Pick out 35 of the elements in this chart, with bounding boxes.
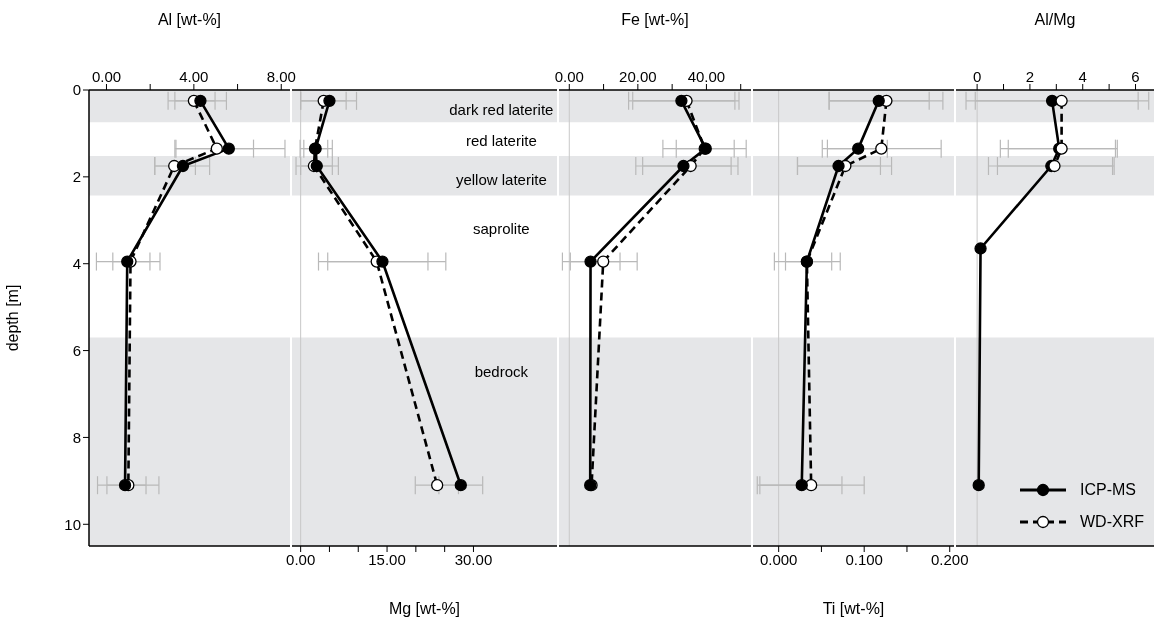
x-tick-label: 4.00 [179, 68, 209, 85]
band-label: bedrock [474, 362, 529, 380]
x-tick-label: 0.00 [91, 68, 122, 85]
x-tick-label: 2 [1025, 68, 1035, 85]
y-tick-label: 8 [72, 428, 81, 446]
x-axis-title: Ti [wt-%] [822, 600, 885, 617]
band-label: yellow laterite [455, 170, 547, 188]
annotation: red laterite [465, 131, 537, 149]
legend-label: WD-XRF [1080, 513, 1144, 531]
x-tick-label: 6 [1131, 68, 1140, 85]
y-tick-label: 2 [72, 168, 81, 186]
x-axis-title: Fe [wt-%] [621, 11, 689, 29]
band-label: dark red laterite [449, 101, 554, 119]
x-tick-label: 0.00 [554, 68, 584, 85]
annotation: saprolite [473, 219, 530, 237]
x-tick-label: 40.00 [687, 68, 726, 85]
y-tick-label: 6 [72, 341, 81, 359]
x-tick-label: 0.200 [930, 550, 969, 568]
x-axis-title: Al/Mg [1034, 11, 1076, 29]
y-tick-label: 4 [72, 255, 81, 273]
x-tick-label: 15.00 [368, 550, 406, 568]
x-axis-title: Mg [wt-%] [388, 600, 461, 617]
legend-label: ICP-MS [1080, 481, 1137, 499]
y-tick-label: 0 [72, 81, 81, 99]
x-tick-label: 8.00 [266, 68, 296, 85]
y-tick-label: 10 [64, 515, 81, 533]
x-tick-label: 4 [1078, 68, 1087, 85]
x-axis-title: Al [wt-%] [157, 11, 222, 29]
y-axis-title: depth [m] [3, 284, 21, 352]
x-tick-label: 0.000 [759, 550, 798, 568]
x-tick-label: 0.100 [845, 550, 883, 568]
x-tick-label: 30.00 [454, 550, 493, 568]
x-tick-label: 20.00 [619, 68, 657, 85]
x-tick-label: 0 [972, 68, 982, 85]
x-tick-label: 0.00 [286, 550, 316, 568]
